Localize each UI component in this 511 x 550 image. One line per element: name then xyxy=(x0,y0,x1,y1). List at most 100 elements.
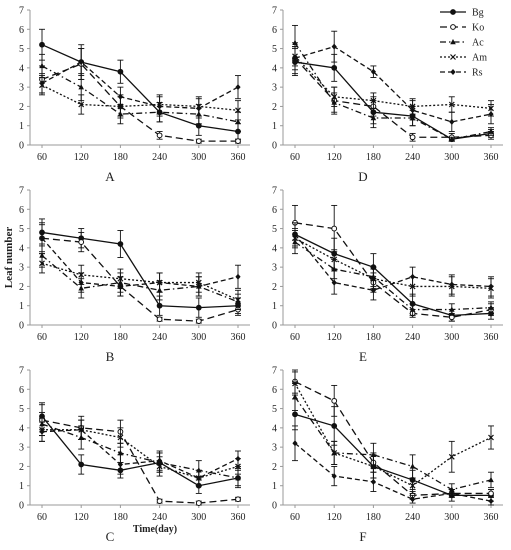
data-point xyxy=(409,463,416,469)
x-tick-label: 180 xyxy=(113,332,128,343)
legend-marker xyxy=(450,69,456,75)
x-tick-label: 360 xyxy=(231,152,246,163)
legend-item-Ko: Ko xyxy=(440,23,484,34)
series-line xyxy=(42,429,239,479)
data-point xyxy=(488,111,494,118)
data-point xyxy=(488,283,494,290)
data-point xyxy=(410,273,416,280)
series-line xyxy=(294,237,492,290)
y-tick-label: 6 xyxy=(272,205,277,216)
y-tick-label: 1 xyxy=(19,301,24,312)
series-line xyxy=(41,415,239,487)
panel-C: 0 1 2 3 4 5 6 7 60 120 180 240 300 360 C Time(day) xyxy=(19,366,250,544)
panel-D: 0 1 2 3 4 5 6 7 60 120 180 240 300 360 D xyxy=(272,6,503,184)
y-tick-label: 3 xyxy=(19,83,24,94)
y-tick-label: 2 xyxy=(19,102,24,113)
series-Ko xyxy=(292,42,494,142)
x-tick-label: 120 xyxy=(74,512,89,523)
panel-F: 0 1 2 3 4 5 6 7 60 120 180 240 300 360 F xyxy=(272,366,503,544)
data-point xyxy=(235,84,241,91)
data-point xyxy=(331,225,338,232)
series-line xyxy=(294,241,492,311)
series-Ko xyxy=(39,404,241,506)
y-tick-label: 1 xyxy=(19,481,24,492)
data-point xyxy=(78,426,84,433)
x-tick-label: 300 xyxy=(444,152,459,163)
legend-label: Am xyxy=(472,53,487,64)
series-Rs xyxy=(39,48,241,119)
x-tick-label: 60 xyxy=(37,152,47,163)
y-tick-label: 7 xyxy=(19,186,24,197)
series-Bg xyxy=(292,398,494,502)
y-tick-label: 5 xyxy=(19,44,24,55)
data-point xyxy=(235,475,241,481)
data-point xyxy=(235,455,241,462)
series-Ko xyxy=(39,222,241,325)
legend-label: Ac xyxy=(472,38,484,49)
legend-label: Bg xyxy=(472,8,484,19)
x-tick-label: 240 xyxy=(152,332,167,343)
legend-item-Rs: Rs xyxy=(440,68,483,79)
series-line xyxy=(294,42,492,140)
y-tick-label: 6 xyxy=(272,385,277,396)
series-Am xyxy=(292,371,494,494)
series-line xyxy=(41,429,239,479)
data-point xyxy=(39,235,45,242)
x-tick-label: 300 xyxy=(191,332,206,343)
series-Bg xyxy=(39,402,241,494)
y-tick-label: 7 xyxy=(19,6,24,17)
y-tick-label: 4 xyxy=(272,423,277,434)
data-point xyxy=(196,105,202,112)
data-point xyxy=(331,64,338,71)
x-tick-label: 120 xyxy=(327,512,342,523)
legend-item-Bg: Bg xyxy=(440,8,484,19)
data-point xyxy=(117,283,123,290)
data-point xyxy=(235,273,241,280)
data-point xyxy=(370,68,376,75)
series-line xyxy=(41,231,239,309)
data-point xyxy=(449,118,455,125)
data-point xyxy=(448,453,455,460)
y-tick-label: 0 xyxy=(19,141,24,152)
series-Ko xyxy=(292,204,494,322)
series-Am xyxy=(292,46,494,117)
y-tick-label: 4 xyxy=(19,243,24,254)
y-tick-label: 5 xyxy=(272,224,277,235)
series-line xyxy=(41,44,239,133)
data-point xyxy=(78,59,84,66)
data-point xyxy=(235,107,241,114)
data-point xyxy=(292,394,298,400)
data-point xyxy=(370,115,377,121)
y-tick-label: 7 xyxy=(272,186,277,197)
x-tick-label: 300 xyxy=(191,152,206,163)
y-tick-label: 5 xyxy=(19,404,24,415)
series-Ac xyxy=(292,383,494,496)
series-Am xyxy=(292,228,494,299)
y-tick-label: 3 xyxy=(19,443,24,454)
data-point xyxy=(78,101,85,108)
y-axis-label: Leaf number xyxy=(3,227,15,289)
y-tick-label: 0 xyxy=(272,321,277,332)
x-tick-label: 60 xyxy=(290,332,300,343)
y-tick-label: 1 xyxy=(272,301,277,312)
data-point xyxy=(156,302,163,309)
data-point xyxy=(195,500,202,506)
x-axis-label: Time(day) xyxy=(133,524,177,535)
x-tick-label: 120 xyxy=(327,152,342,163)
y-tick-label: 2 xyxy=(19,462,24,473)
y-tick-label: 0 xyxy=(272,141,277,152)
series-line xyxy=(294,380,491,497)
x-tick-label: 300 xyxy=(444,332,459,343)
data-point xyxy=(195,138,202,145)
series-Ac xyxy=(292,230,494,316)
data-point xyxy=(117,434,124,441)
data-point xyxy=(156,132,163,139)
y-tick-label: 7 xyxy=(272,366,277,377)
data-point xyxy=(292,440,298,447)
data-point xyxy=(409,482,416,489)
series-Ac xyxy=(292,24,494,142)
data-point xyxy=(117,449,124,456)
x-tick-label: 360 xyxy=(484,152,499,163)
series-line xyxy=(294,396,492,491)
